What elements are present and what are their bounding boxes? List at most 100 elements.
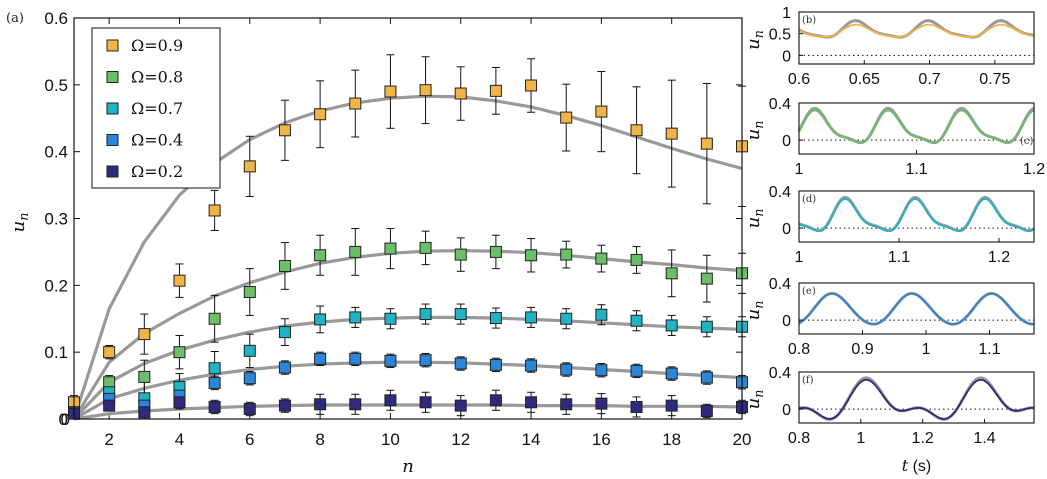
data-point — [630, 364, 643, 377]
y-tick-label: 0.2 — [44, 276, 68, 295]
data-point — [630, 253, 643, 266]
time-panel: 0 0.4 0.8 1 1.2 1.4 (f) un t (s) — [743, 365, 1035, 475]
x-axis-label: t (s) — [902, 456, 932, 475]
y-tick-label: 0.6 — [44, 9, 68, 28]
x-tick-label: 1.2 — [988, 249, 1010, 266]
x-tick-label: 14 — [522, 430, 541, 449]
legend-marker — [106, 102, 119, 115]
x-tick-label: 1 — [856, 430, 865, 447]
data-point — [595, 105, 608, 118]
data-point — [419, 308, 432, 321]
y-tick-label: 0.4 — [769, 365, 791, 382]
data-point — [560, 111, 573, 124]
data-point — [384, 394, 397, 407]
time-panel: 0 0.4 1 1.1 1.2 (d) un — [743, 184, 1035, 266]
time-panel: 0 0.4 0.8 0.9 1 1.1 (e) un — [743, 276, 1035, 358]
x-tick-label: 1 — [795, 161, 804, 178]
data-point — [525, 249, 538, 262]
data-point — [278, 124, 291, 137]
data-point — [208, 400, 221, 413]
data-point — [384, 242, 397, 255]
measured-trace — [798, 378, 1035, 420]
x-tick-label: 1.2 — [912, 430, 934, 447]
y-axis-label: un — [743, 390, 766, 410]
x-tick-label: 2 — [104, 430, 113, 449]
data-point — [103, 376, 116, 389]
y-tick-label: 0 — [782, 48, 791, 65]
data-point — [665, 319, 678, 332]
y-tick-label: 0 — [782, 402, 791, 419]
y-tick-label: 0 — [782, 221, 791, 238]
data-point — [138, 370, 151, 383]
x-tick-label: 6 — [245, 430, 254, 449]
y-axis-label: un — [743, 30, 766, 50]
data-point — [243, 160, 256, 173]
x-tick-label: 1.1 — [888, 249, 910, 266]
y-tick-label: 0.4 — [769, 276, 791, 293]
data-point — [454, 399, 467, 412]
data-point — [243, 402, 256, 415]
plot-frame — [73, 17, 743, 420]
y-tick-label: 0 — [782, 133, 791, 150]
x-tick-label: 8 — [315, 430, 324, 449]
data-point — [454, 248, 467, 261]
data-point — [525, 79, 538, 92]
data-point — [595, 252, 608, 265]
data-point — [560, 312, 573, 325]
data-point — [278, 259, 291, 272]
x-tick-label: 0.75 — [979, 71, 1010, 88]
legend-marker — [106, 134, 119, 146]
data-point — [595, 397, 608, 410]
measured-trace — [798, 109, 1035, 144]
y-axis-label: un — [743, 301, 766, 321]
panel-frame — [798, 190, 1035, 243]
data-point — [454, 308, 467, 321]
time-panel: 0 0.5 1 0.6 0.65 0.7 0.75 (b) un — [743, 5, 1035, 88]
panel-label: (b) — [802, 15, 816, 26]
data-point — [525, 359, 538, 372]
data-point — [454, 357, 467, 370]
data-point — [349, 352, 362, 365]
data-point — [560, 398, 573, 411]
data-point — [103, 346, 116, 359]
x-tick-label: 1.4 — [973, 430, 995, 447]
panel-label: (d) — [802, 194, 816, 205]
data-point — [314, 249, 327, 262]
data-point — [595, 364, 608, 377]
data-point — [138, 406, 151, 419]
y-tick-label: 0.5 — [769, 27, 791, 44]
y-tick-label: 0.5 — [44, 76, 68, 95]
data-point — [630, 124, 643, 137]
y-tick-label: 1 — [782, 5, 791, 22]
panel-frame — [798, 371, 1035, 424]
data-point — [560, 363, 573, 376]
panel-label: (e) — [802, 286, 816, 297]
x-tick-label: 0.6 — [788, 71, 810, 88]
panel-label: (c) — [1020, 136, 1034, 147]
measured-trace — [798, 198, 1035, 232]
data-point — [208, 312, 221, 325]
y-tick-label: 0 — [782, 313, 791, 330]
y-tick-label: 0 — [59, 410, 68, 429]
legend-label: Ω=0.8 — [131, 68, 183, 87]
panel-frame — [798, 11, 1035, 65]
panel-label-a: (a) — [6, 11, 24, 26]
data-point — [208, 362, 221, 375]
data-point — [665, 399, 678, 412]
data-point — [208, 204, 221, 217]
data-point — [525, 311, 538, 324]
y-tick-label: 0 — [61, 410, 70, 429]
y-tick-label: 0.4 — [44, 143, 68, 162]
data-point — [630, 314, 643, 327]
data-point — [103, 399, 116, 412]
data-point — [138, 328, 151, 341]
x-tick-label: 1.2 — [1023, 161, 1045, 178]
data-point — [665, 367, 678, 380]
data-point — [384, 312, 397, 325]
data-point — [665, 267, 678, 280]
x-tick-label: 0.65 — [849, 71, 880, 88]
panel-frame — [798, 102, 1035, 155]
data-point — [173, 274, 186, 287]
data-point — [314, 398, 327, 411]
